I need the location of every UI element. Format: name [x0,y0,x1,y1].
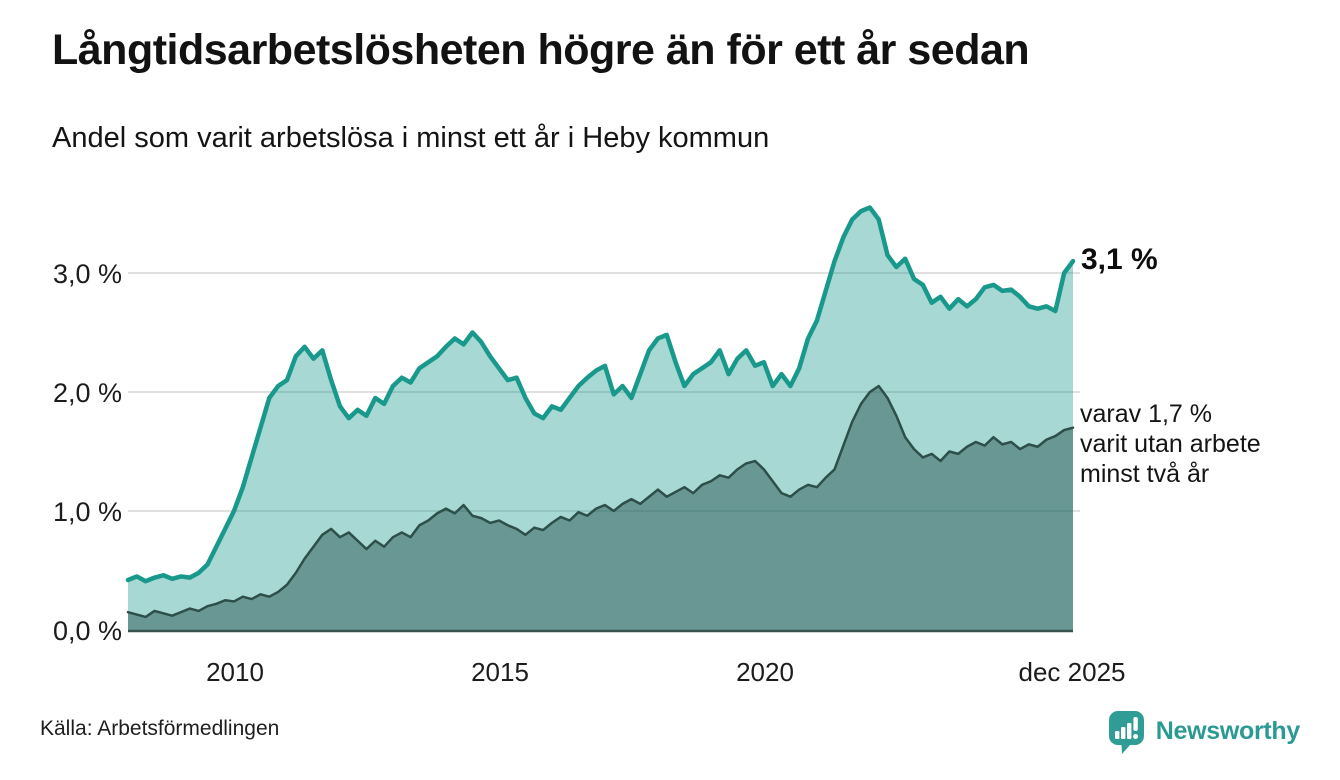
y-axis-tick-2: 2,0 % [52,378,122,408]
x-axis-tick-2020: 2020 [736,657,794,687]
logo-bar-3 [1126,722,1132,739]
annotation-line-3: minst två år [1080,460,1210,488]
newsworthy-brand-link[interactable]: Newsworthy [1106,705,1300,757]
newsworthy-logo-icon [1108,710,1144,754]
x-axis-tick-2010: 2010 [206,657,264,687]
y-axis-tick-3: 3,0 % [52,259,122,289]
y-axis-tick-1: 1,0 % [52,497,122,527]
line-series-0 [125,205,1076,584]
x-axis-tick-2015: 2015 [471,657,529,687]
source-note: Källa: Arbetsförmedlingen [40,717,280,740]
x-axis-tick-dec-2025: dec 2025 [1018,657,1126,687]
page-title: Långtidsarbetslösheten högre än för ett … [52,26,1030,74]
logo-bubble [1108,710,1144,754]
logo-bar-2 [1120,726,1126,739]
annotation-line-1: varav 1,7 % [1080,400,1213,428]
area-series-0 [128,207,1073,631]
newsworthy-brand-text: Newsworthy [1155,716,1301,745]
line-series-1 [126,384,1075,619]
logo-exclamation-bar [1133,716,1138,731]
page-subtitle: Andel som varit arbetslösa i minst ett å… [52,122,770,154]
latest-value-label: 3,1 % [1081,243,1158,276]
logo-exclamation-dot [1132,733,1138,739]
y-axis-tick-0: 0,0 % [52,616,122,646]
logo-bar-1 [1114,730,1120,739]
annotation-line-2: varit utan arbete [1080,430,1261,458]
series-annotation: varav 1,7 % varit utan arbete minst två … [1080,399,1320,489]
